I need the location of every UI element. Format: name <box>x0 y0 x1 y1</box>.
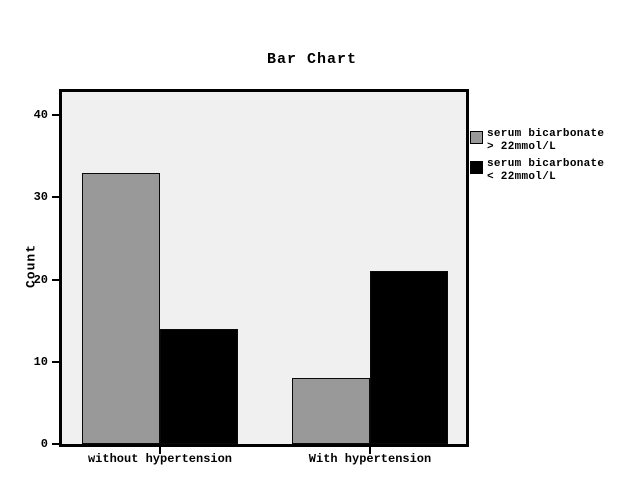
y-tick-mark <box>52 443 60 445</box>
bar <box>292 378 370 444</box>
chart-title: Bar Chart <box>266 51 357 68</box>
x-tick-mark <box>159 447 161 454</box>
bar <box>82 172 160 444</box>
legend-label-line: serum bicarbonate <box>487 158 605 170</box>
y-tick-label: 10 <box>33 354 48 369</box>
x-category-label: With hypertension <box>308 452 432 466</box>
legend-label-line: serum bicarbonate <box>487 128 605 140</box>
y-tick-mark <box>52 114 60 117</box>
y-tick-label: 20 <box>33 272 48 287</box>
y-tick-label: 40 <box>33 108 48 123</box>
x-tick-mark <box>369 447 371 454</box>
bar <box>370 271 448 444</box>
legend-label-line: > 22mmol/L <box>487 141 557 153</box>
y-tick-mark <box>52 360 60 363</box>
y-tick-label: 30 <box>33 190 48 205</box>
y-tick-mark <box>52 278 60 281</box>
legend-label-line: < 22mmol/L <box>487 171 557 183</box>
plot-area <box>59 89 469 447</box>
y-tick-mark <box>52 196 60 199</box>
legend-swatch <box>470 131 483 144</box>
legend-swatch <box>470 161 483 174</box>
bar <box>160 328 238 444</box>
legend-label: serum bicarbonate < 22mmol/L <box>487 158 604 184</box>
x-category-label: without hypertension <box>87 452 233 466</box>
legend-label: serum bicarbonate > 22mmol/L <box>487 128 604 154</box>
y-tick-label: 0 <box>40 437 48 451</box>
